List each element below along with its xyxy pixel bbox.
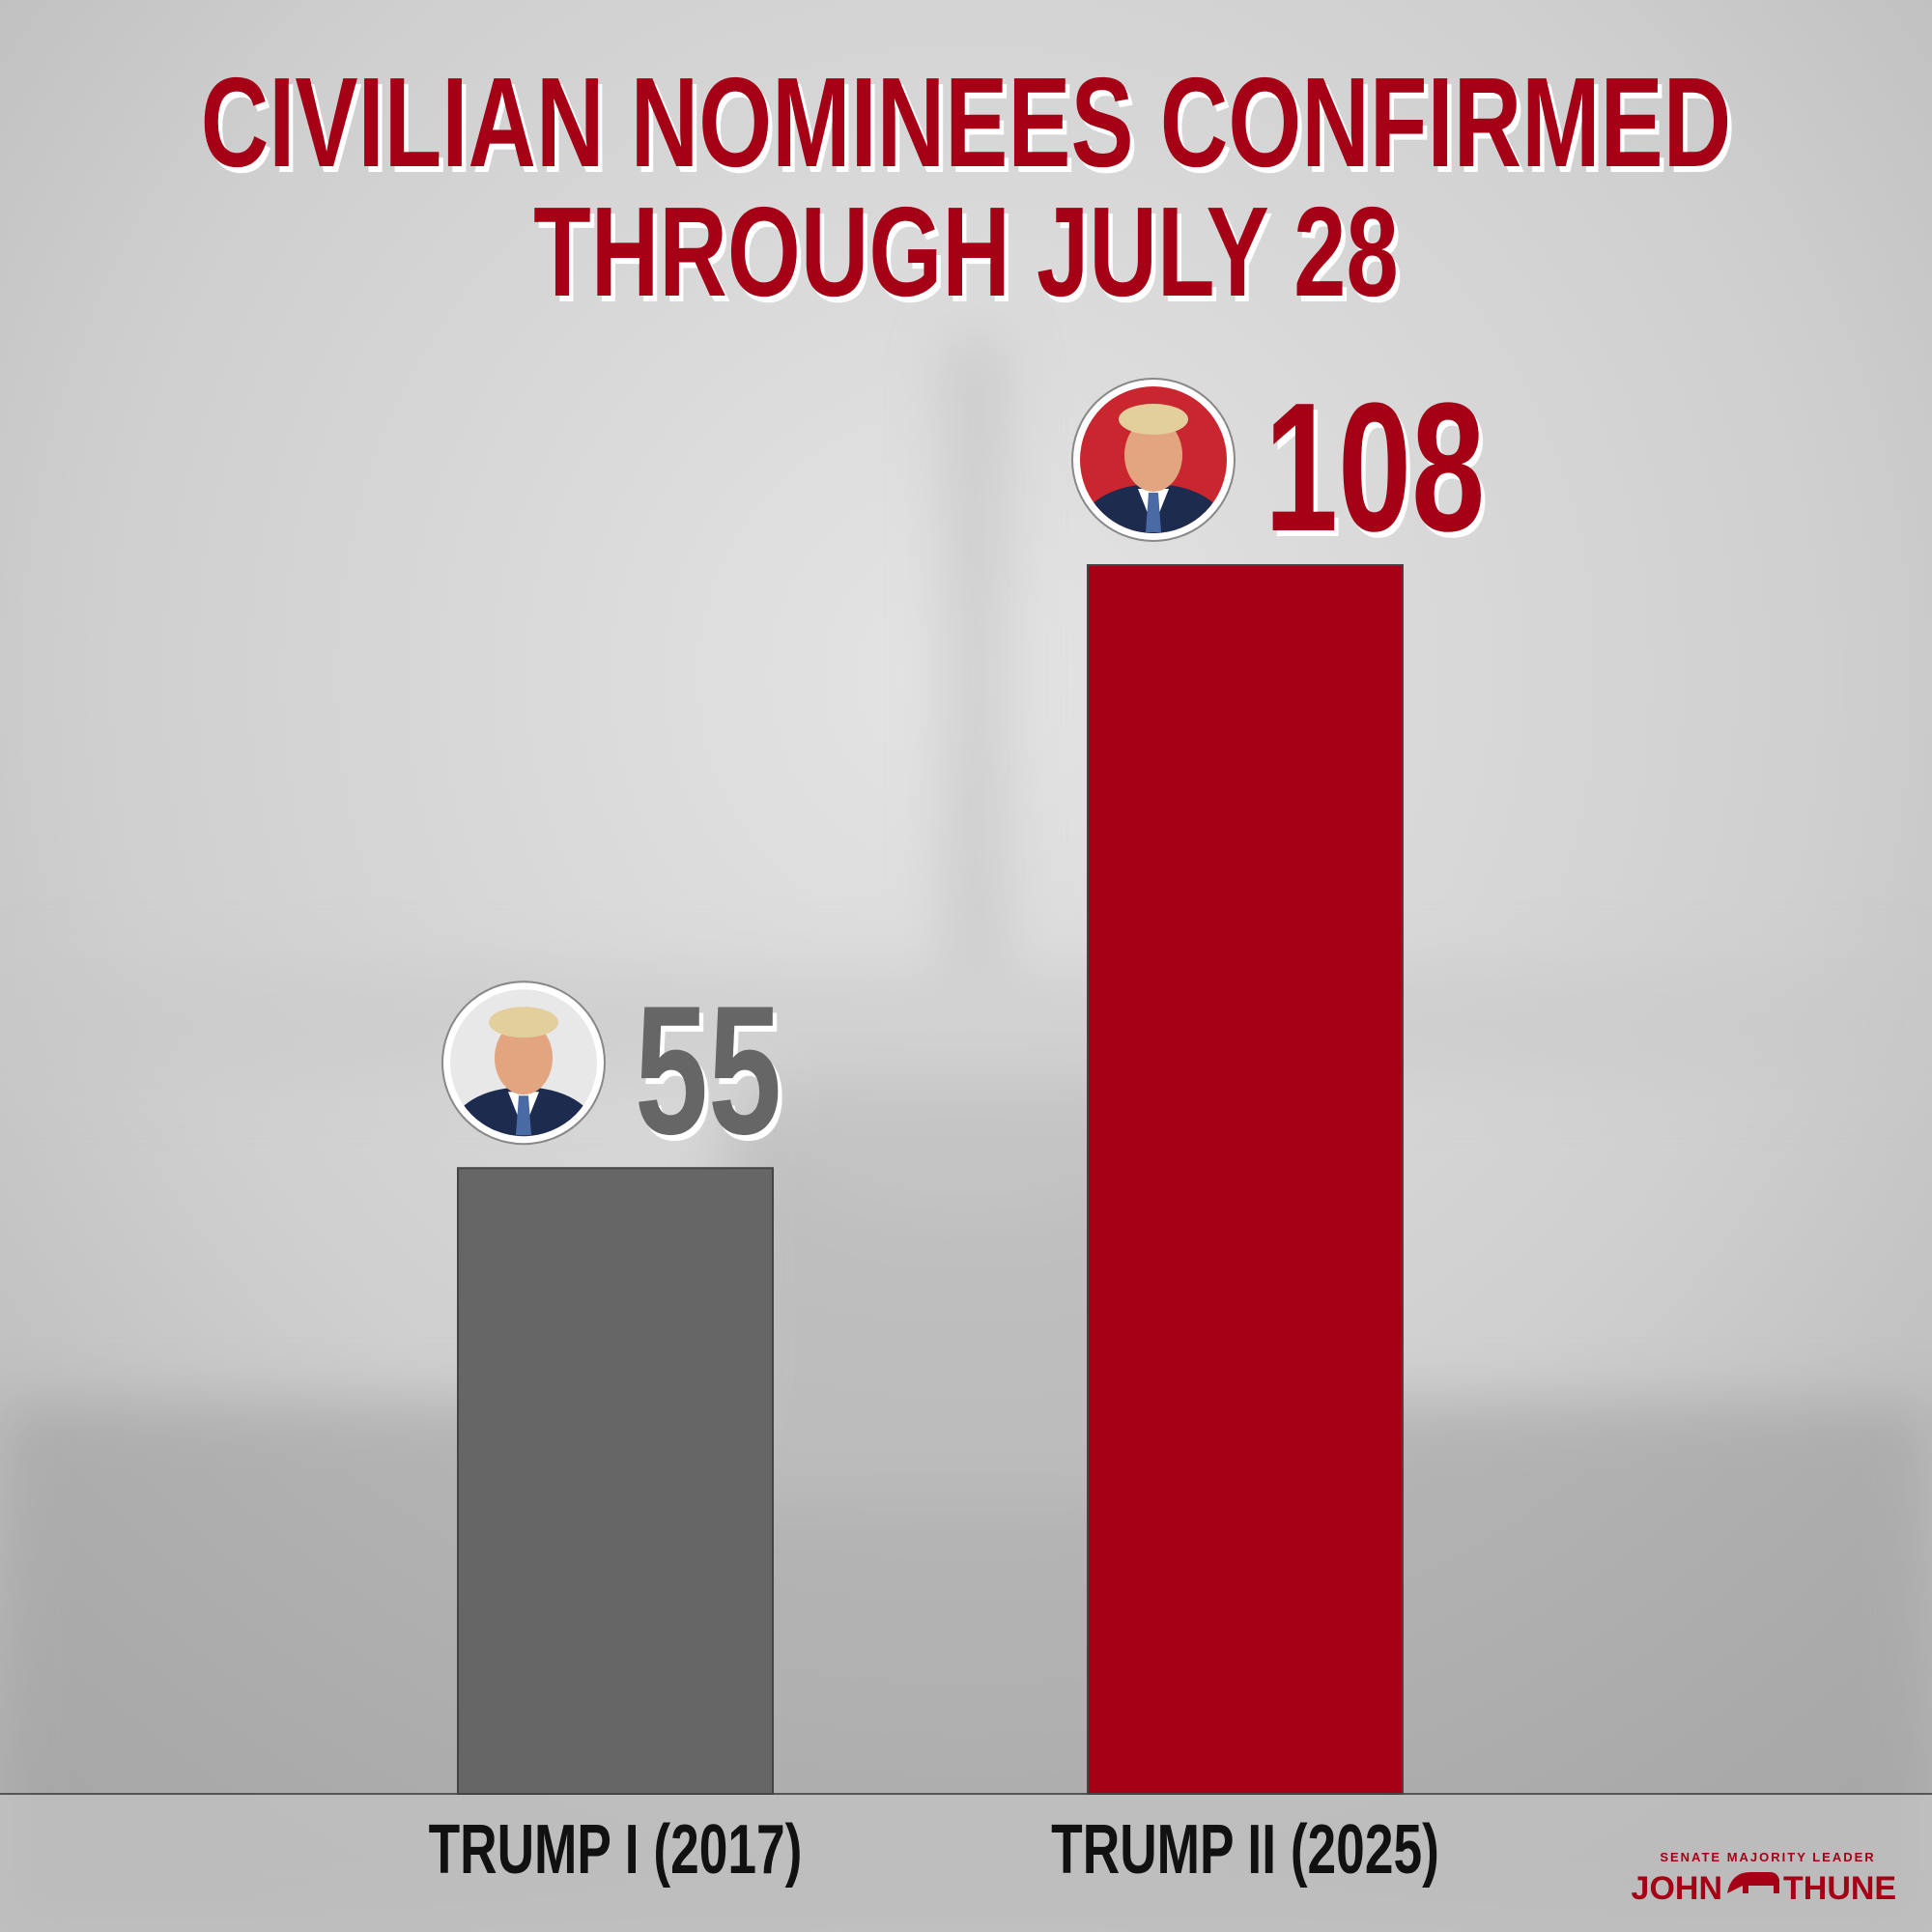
value-label: 55 [635,968,781,1173]
floor [0,1794,1932,1932]
portrait-photo [1080,386,1227,533]
chart-title: THROUGH JULY 28 [533,181,1399,324]
portrait [441,980,606,1146]
logo-name: JOHN [1632,1870,1722,1907]
bar [457,1167,774,1795]
chart-title: CIVILIAN NOMINEES CONFIRMED [201,51,1732,194]
x-tick-label: TRUMP I (2017) [429,1811,803,1889]
x-tick-label: TRUMP II (2025) [1051,1811,1439,1889]
portrait-hair [489,1007,558,1038]
portrait-face [495,1021,553,1095]
value-label: 108 [1264,365,1485,570]
portrait-photo [450,989,597,1137]
portrait [1071,378,1236,542]
logo-bison [1727,1872,1779,1893]
logo-name: THUNE [1783,1870,1896,1907]
bar [1087,564,1404,1795]
logo-label: SENATE MAJORITY LEADER [1660,1850,1875,1864]
logo: SENATE MAJORITY LEADER JOHN THUNE [1632,1850,1897,1907]
blurred-building [0,338,1932,1932]
portrait-tie [516,1095,531,1136]
portrait-tie [1146,493,1161,532]
portrait-hair [1119,404,1188,435]
portrait-face [1124,418,1182,492]
